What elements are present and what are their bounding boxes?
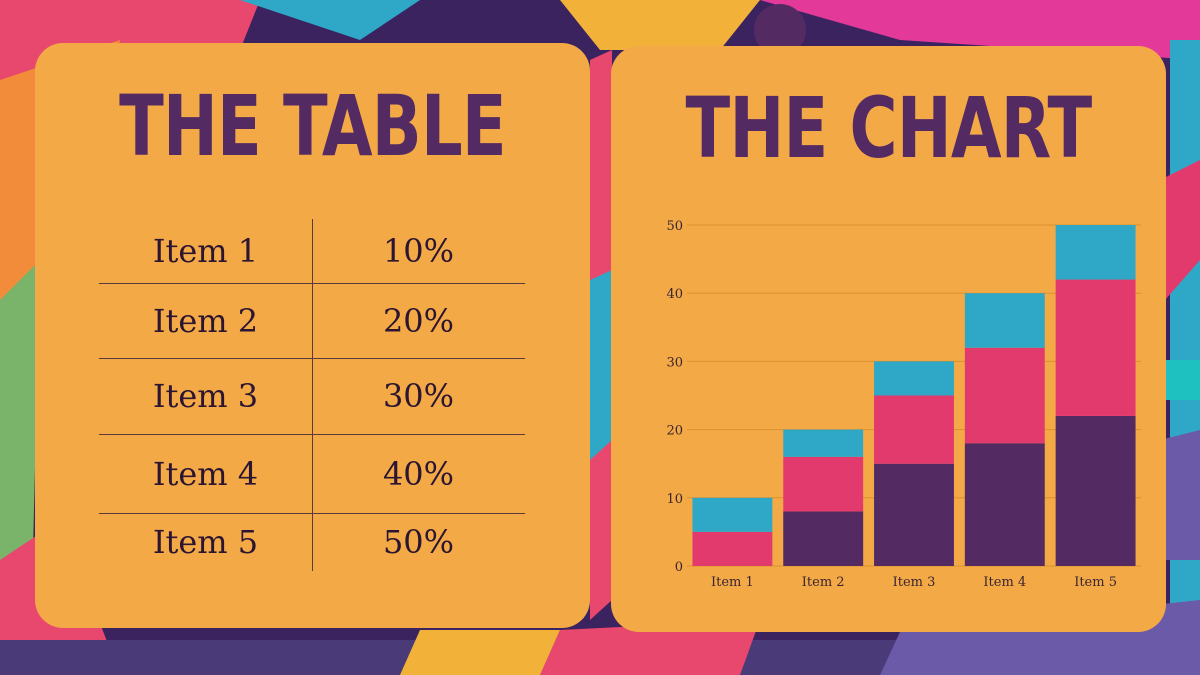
x-tick-label: Item 4: [983, 575, 1026, 590]
chart-card: THE CHART 0 10 20 30 40 50 Item 1 Item 2 Item 3 I…: [611, 46, 1166, 632]
table-row: Item 3 30%: [99, 358, 525, 434]
table-cell-value: 30%: [382, 377, 455, 415]
bar-segment: [874, 463, 954, 566]
table-cell-label: Item 1: [152, 232, 259, 270]
table-cell-label: Item 3: [152, 377, 259, 415]
table-row-divider: [99, 513, 525, 514]
table-cell-value: 40%: [382, 454, 455, 493]
x-tick-label: Item 2: [802, 575, 845, 590]
bar-segment: [874, 361, 954, 396]
table-row: Item 2 20%: [99, 283, 525, 358]
y-tick-label: 30: [666, 355, 683, 370]
bar-segment: [964, 443, 1045, 566]
bar-segment: [1055, 415, 1136, 566]
x-tick-label: Item 3: [893, 575, 936, 590]
bar-segment: [783, 429, 864, 457]
table-card: THE TABLE Item 1 10% Item 2 20% Item 3 3…: [35, 43, 590, 628]
table-row-divider: [99, 358, 525, 359]
table-cell-label: Item 2: [152, 301, 259, 340]
bar-segment: [1055, 225, 1136, 280]
y-tick-label: 40: [666, 287, 683, 302]
bar-segment: [964, 293, 1045, 348]
table-cell-value: 20%: [382, 301, 455, 340]
table-cell-value: 10%: [382, 232, 455, 270]
table-cell-value: 50%: [382, 523, 455, 561]
bar-segment: [874, 395, 954, 464]
table-cell-label: Item 5: [152, 523, 259, 561]
x-tick-label: Item 5: [1074, 575, 1117, 590]
y-tick-label: 20: [666, 424, 683, 439]
table-row: Item 1 10%: [99, 219, 525, 283]
table-title: THE TABLE: [119, 77, 507, 175]
table-row-divider: [99, 283, 525, 284]
stacked-bar-chart: 0 10 20 30 40 50 Item 1 Item 2 Item 3 Item 4 Item …: [666, 219, 1141, 590]
bar-segment: [1055, 279, 1136, 416]
table-row: Item 4 40%: [99, 434, 525, 513]
bar-segment: [964, 347, 1045, 444]
chart-title: THE CHART: [685, 79, 1093, 177]
bar-segment: [783, 511, 864, 566]
y-tick-label: 0: [675, 560, 683, 575]
y-tick-label: 10: [666, 492, 683, 507]
table-column-divider: [312, 219, 313, 571]
table-cell-label: Item 4: [152, 454, 259, 493]
table-row-divider: [99, 434, 525, 435]
data-table: Item 1 10% Item 2 20% Item 3 30% Item 4 …: [99, 219, 525, 571]
y-tick-label: 50: [666, 219, 683, 234]
bar-segment: [783, 456, 864, 512]
x-tick-label: Item 1: [711, 575, 754, 590]
table-row: Item 5 50%: [99, 513, 525, 571]
bar-segment: [692, 497, 773, 532]
bar-segment: [692, 531, 773, 566]
